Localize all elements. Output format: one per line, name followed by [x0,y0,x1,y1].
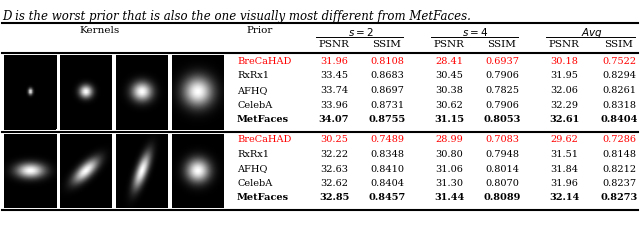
Text: RxRx1: RxRx1 [237,150,269,159]
Text: 30.80: 30.80 [435,150,463,159]
Text: 0.8457: 0.8457 [369,194,406,202]
Text: 0.7489: 0.7489 [370,136,404,144]
Text: 32.62: 32.62 [320,179,348,188]
Text: Prior: Prior [247,26,273,35]
Text: 32.06: 32.06 [550,86,578,95]
Text: 31.44: 31.44 [434,194,464,202]
Text: 0.7948: 0.7948 [485,150,519,159]
Text: 0.8683: 0.8683 [370,71,404,81]
Text: 0.8348: 0.8348 [370,150,404,159]
Text: SSIM: SSIM [488,40,516,49]
Text: 31.30: 31.30 [435,179,463,188]
Text: 0.8148: 0.8148 [602,150,636,159]
Text: 30.62: 30.62 [435,101,463,109]
Text: 0.8108: 0.8108 [370,57,404,66]
Text: 0.7906: 0.7906 [485,101,519,109]
Text: D is the worst prior that is also the one visually most different from MetFaces.: D is the worst prior that is also the on… [2,10,471,23]
Text: 32.85: 32.85 [319,194,349,202]
Text: 0.7906: 0.7906 [485,71,519,81]
Text: 0.8212: 0.8212 [602,164,636,174]
Text: 31.96: 31.96 [320,57,348,66]
Text: 0.8237: 0.8237 [602,179,636,188]
Text: 0.8014: 0.8014 [485,164,519,174]
Text: AFHQ: AFHQ [237,164,268,174]
Text: 28.41: 28.41 [435,57,463,66]
Text: 34.07: 34.07 [319,115,349,124]
Text: 0.6937: 0.6937 [485,57,519,66]
Text: 32.63: 32.63 [320,164,348,174]
Text: PSNR: PSNR [319,40,349,49]
Text: 0.7825: 0.7825 [485,86,519,95]
Text: BreCaHAD: BreCaHAD [237,57,291,66]
Text: 31.06: 31.06 [435,164,463,174]
Text: BreCaHAD: BreCaHAD [237,136,291,144]
Text: 28.99: 28.99 [435,136,463,144]
Text: 0.8410: 0.8410 [370,164,404,174]
Text: Kernels: Kernels [80,26,120,35]
Text: 33.74: 33.74 [320,86,348,95]
Text: 31.96: 31.96 [550,179,578,188]
Text: 31.95: 31.95 [550,71,578,81]
Text: 0.7522: 0.7522 [602,57,636,66]
Text: 0.8697: 0.8697 [370,86,404,95]
Text: 30.38: 30.38 [435,86,463,95]
Text: SSIM: SSIM [372,40,401,49]
Text: 32.22: 32.22 [320,150,348,159]
Text: 33.45: 33.45 [320,71,348,81]
Text: SSIM: SSIM [605,40,634,49]
Text: 0.8404: 0.8404 [370,179,404,188]
Text: 31.15: 31.15 [434,115,464,124]
Text: 0.8318: 0.8318 [602,101,636,109]
Text: CelebA: CelebA [237,179,272,188]
Text: $Avg$: $Avg$ [580,26,602,40]
Text: 31.51: 31.51 [550,150,578,159]
Text: 33.96: 33.96 [320,101,348,109]
Text: 0.7083: 0.7083 [485,136,519,144]
Text: 31.84: 31.84 [550,164,578,174]
Text: 0.8273: 0.8273 [600,194,637,202]
Text: PSNR: PSNR [548,40,579,49]
Text: 0.8089: 0.8089 [483,194,521,202]
Text: 0.8731: 0.8731 [370,101,404,109]
Text: $s = 2$: $s = 2$ [348,26,373,38]
Text: MetFaces: MetFaces [237,194,289,202]
Text: PSNR: PSNR [433,40,465,49]
Text: 32.61: 32.61 [549,115,579,124]
Text: AFHQ: AFHQ [237,86,268,95]
Text: 0.8261: 0.8261 [602,86,636,95]
Text: 0.8070: 0.8070 [485,179,519,188]
Text: CelebA: CelebA [237,101,272,109]
Text: 30.45: 30.45 [435,71,463,81]
Text: $s = 4$: $s = 4$ [462,26,488,38]
Text: 32.14: 32.14 [549,194,579,202]
Text: 32.29: 32.29 [550,101,578,109]
Text: 0.7286: 0.7286 [602,136,636,144]
Text: 0.8755: 0.8755 [369,115,406,124]
Text: 30.25: 30.25 [320,136,348,144]
Text: 0.8404: 0.8404 [600,115,637,124]
Text: 29.62: 29.62 [550,136,578,144]
Text: 30.18: 30.18 [550,57,578,66]
Text: RxRx1: RxRx1 [237,71,269,81]
Text: 0.8053: 0.8053 [483,115,521,124]
Text: 0.8294: 0.8294 [602,71,636,81]
Text: MetFaces: MetFaces [237,115,289,124]
